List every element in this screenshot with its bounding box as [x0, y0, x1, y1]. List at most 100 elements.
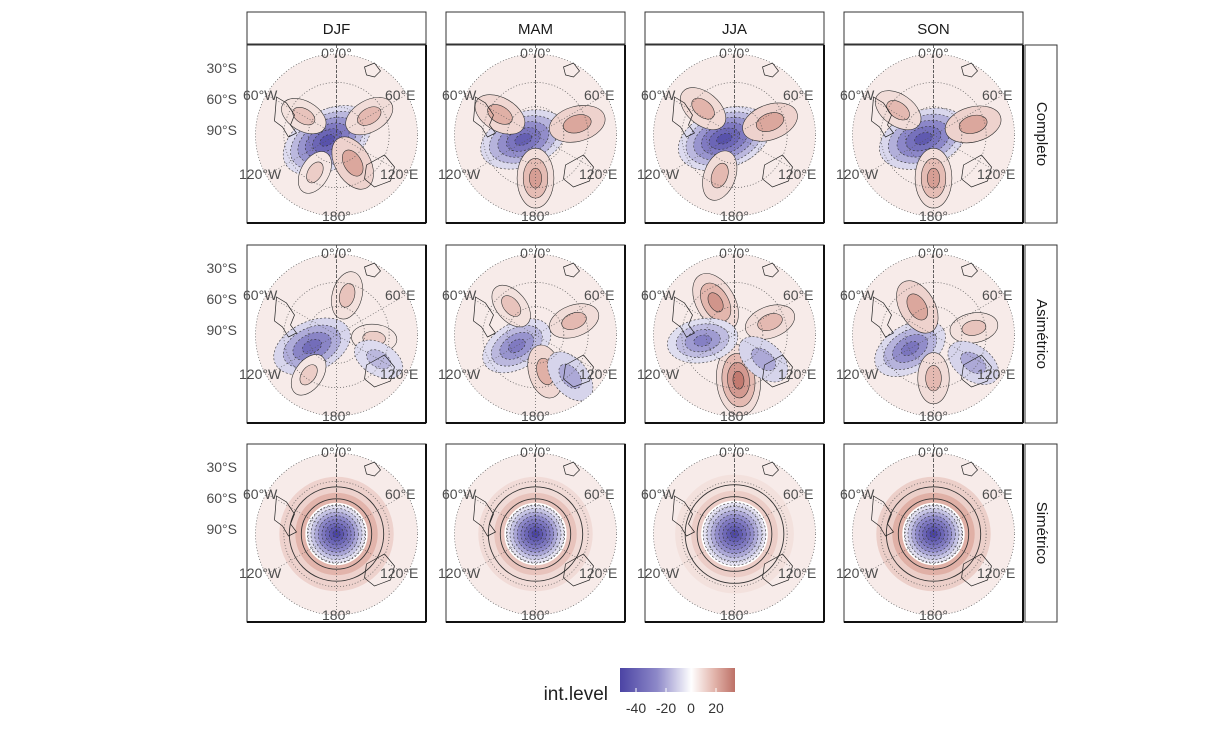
positive-anomaly-center [341, 149, 364, 177]
graticule [454, 245, 617, 417]
lon-label-top: 0°/0° [719, 245, 750, 261]
lon-label-right-upper: 60°E [385, 287, 416, 303]
lon-label-right-upper: 60°E [783, 87, 814, 103]
lon-label-bottom: 180° [720, 208, 749, 224]
lon-label-right-upper: 60°E [385, 87, 416, 103]
graticule [255, 45, 418, 217]
graticule [653, 45, 816, 217]
map-panel-son-0: 0°/0° 60°W 60°E 120°W 120°E 180° [836, 44, 1024, 224]
facet-column-label: DJF [323, 21, 351, 38]
lon-label-left-upper: 60°W [840, 287, 875, 303]
lon-label-right-upper: 60°E [982, 287, 1013, 303]
lon-label-left-upper: 60°W [442, 87, 477, 103]
map-panel-djf-1: 0°/0° 60°W 60°E 120°W 120°E 180° [239, 244, 427, 424]
lon-label-left-lower: 120°W [637, 366, 680, 382]
lon-label-bottom: 180° [322, 208, 351, 224]
graticule [255, 245, 418, 417]
facet-strip-jja: JJA [644, 11, 825, 45]
legend-title: int.level [544, 684, 608, 705]
positive-anomaly-center [501, 295, 522, 317]
map-panel-jja-1: 0°/0° 60°W 60°E 120°W 120°E 180° [637, 244, 825, 424]
lon-label-left-lower: 120°W [239, 166, 282, 182]
coastline [274, 62, 395, 188]
positive-anomaly-center [925, 365, 942, 392]
legend-tick-label: -40 [626, 700, 646, 716]
lon-label-left-lower: 120°W [438, 565, 481, 581]
lon-label-right-upper: 60°E [982, 87, 1013, 103]
lon-label-right-lower: 120°E [579, 366, 617, 382]
lon-label-left-upper: 60°W [641, 287, 676, 303]
positive-anomaly-center [338, 283, 356, 308]
facet-column-label: MAM [518, 21, 553, 38]
lon-label-top: 0°/0° [719, 444, 750, 460]
facet-row-label: Simétrico [1033, 502, 1050, 565]
lat-axis-label: 30°S [206, 60, 237, 76]
negative-anomaly-center [693, 334, 712, 347]
negative-anomaly-center [960, 351, 987, 375]
positive-anomaly-center [561, 312, 587, 330]
lon-label-right-lower: 120°E [778, 565, 816, 581]
lon-label-left-upper: 60°W [442, 287, 477, 303]
negative-anomaly-center [514, 133, 533, 146]
lat-axis-label: 30°S [206, 260, 237, 276]
lon-label-left-lower: 120°W [836, 565, 879, 581]
facet-column-label: JJA [722, 21, 747, 38]
lon-label-top: 0°/0° [918, 245, 949, 261]
positive-anomaly-center [756, 112, 785, 132]
negative-anomaly-center [716, 133, 733, 145]
facet-strip-row-1: Asimétrico [1024, 244, 1058, 424]
lat-axis-label: 60°S [206, 490, 237, 506]
positive-anomaly-center [886, 100, 910, 121]
lon-label-right-lower: 120°E [380, 565, 418, 581]
color-legend: int.level -40 -20 0 20 [544, 668, 735, 716]
graticule [653, 245, 816, 417]
map-panel-son-2: 0°/0° 60°W 60°E 120°W 120°E 180° [836, 443, 1024, 623]
coastline [871, 262, 992, 388]
positive-anomaly-center [757, 313, 783, 331]
lon-label-top: 0°/0° [918, 444, 949, 460]
negative-anomaly-center [750, 347, 777, 371]
lon-label-right-upper: 60°E [584, 486, 615, 502]
lon-label-top: 0°/0° [918, 45, 949, 61]
lon-label-left-upper: 60°W [641, 87, 676, 103]
positive-anomaly-center [562, 114, 592, 134]
facet-strip-row-0: Completo [1024, 44, 1058, 224]
coastline [473, 461, 594, 587]
facet-strip-djf: DJF [246, 11, 427, 45]
lat-axis-label: 60°S [206, 291, 237, 307]
map-panel-mam-1: 0°/0° 60°W 60°E 120°W 120°E 180° [438, 244, 626, 424]
lon-label-left-lower: 120°W [637, 565, 680, 581]
lon-label-right-lower: 120°E [977, 166, 1015, 182]
lon-label-left-lower: 120°W [836, 366, 879, 382]
coastline [871, 62, 992, 188]
coastline [274, 262, 395, 388]
lon-label-bottom: 180° [521, 208, 550, 224]
lon-label-top: 0°/0° [520, 245, 551, 261]
lon-label-right-upper: 60°E [783, 486, 814, 502]
lon-label-top: 0°/0° [719, 45, 750, 61]
legend-tick-label: -20 [656, 700, 676, 716]
lat-axis-label: 30°S [206, 459, 237, 475]
map-panel-jja-2: 0°/0° 60°W 60°E 120°W 120°E 180° [637, 443, 825, 623]
lon-label-left-lower: 120°W [637, 166, 680, 182]
coastline [672, 62, 793, 188]
lat-axis-label: 90°S [206, 521, 237, 537]
lon-label-left-lower: 120°W [836, 166, 879, 182]
lon-label-right-lower: 120°E [778, 366, 816, 382]
lon-label-right-lower: 120°E [380, 366, 418, 382]
lat-axis-label: 60°S [206, 91, 237, 107]
lon-label-top: 0°/0° [321, 245, 352, 261]
lat-axis-label: 90°S [206, 322, 237, 338]
lon-label-left-upper: 60°W [243, 486, 278, 502]
negative-anomaly-center [914, 132, 933, 146]
lon-label-right-upper: 60°E [584, 87, 615, 103]
lon-label-bottom: 180° [919, 208, 948, 224]
lon-label-left-upper: 60°W [840, 486, 875, 502]
facet-strip-mam: MAM [445, 11, 626, 45]
positive-anomaly-center [306, 161, 324, 184]
facet-strip-row-2: Simétrico [1024, 443, 1058, 623]
lon-label-top: 0°/0° [520, 444, 551, 460]
lon-label-left-lower: 120°W [438, 366, 481, 382]
positive-anomaly-center [906, 293, 929, 321]
